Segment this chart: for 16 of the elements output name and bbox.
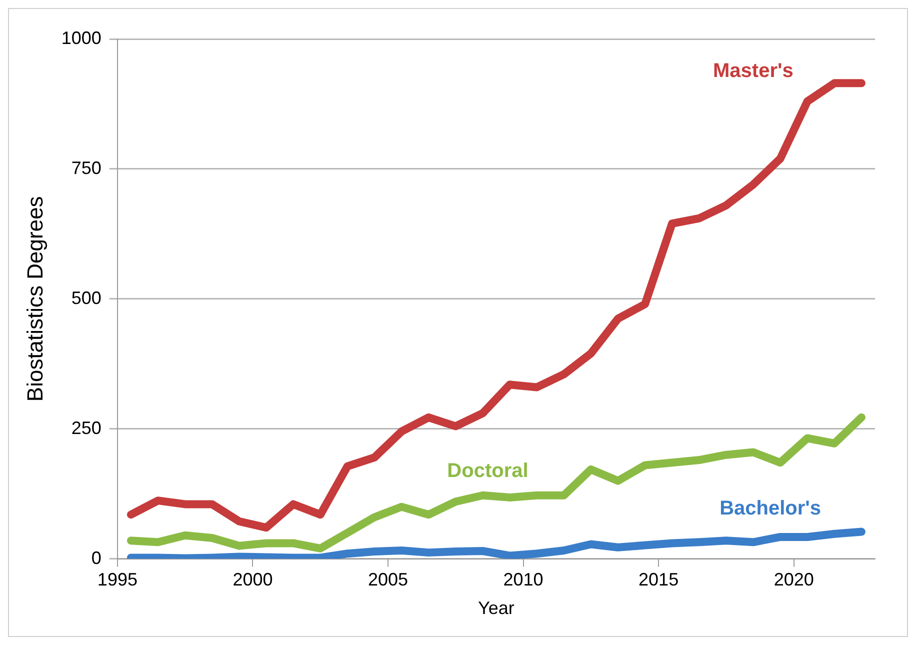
y-tick-label: 500 bbox=[71, 288, 102, 308]
y-axis-title: Biostatistics Degrees bbox=[22, 196, 48, 402]
y-tick-label: 250 bbox=[71, 418, 102, 438]
x-tick-label: 2015 bbox=[638, 570, 679, 590]
x-tick-label: 2005 bbox=[368, 570, 408, 590]
y-tick-label: 0 bbox=[91, 548, 102, 568]
x-tick-label: 2000 bbox=[232, 570, 273, 590]
y-tick-label: 1000 bbox=[61, 28, 102, 48]
series-label: Bachelor's bbox=[720, 497, 822, 520]
y-tick-label: 750 bbox=[71, 158, 102, 178]
x-axis-title: Year bbox=[478, 598, 514, 618]
x-tick-label: 2010 bbox=[503, 570, 544, 590]
x-tick-label: 2020 bbox=[774, 570, 814, 590]
series-label: Master's bbox=[713, 60, 794, 82]
x-tick-label: 1995 bbox=[97, 570, 138, 590]
series-label: Doctoral bbox=[447, 460, 528, 482]
